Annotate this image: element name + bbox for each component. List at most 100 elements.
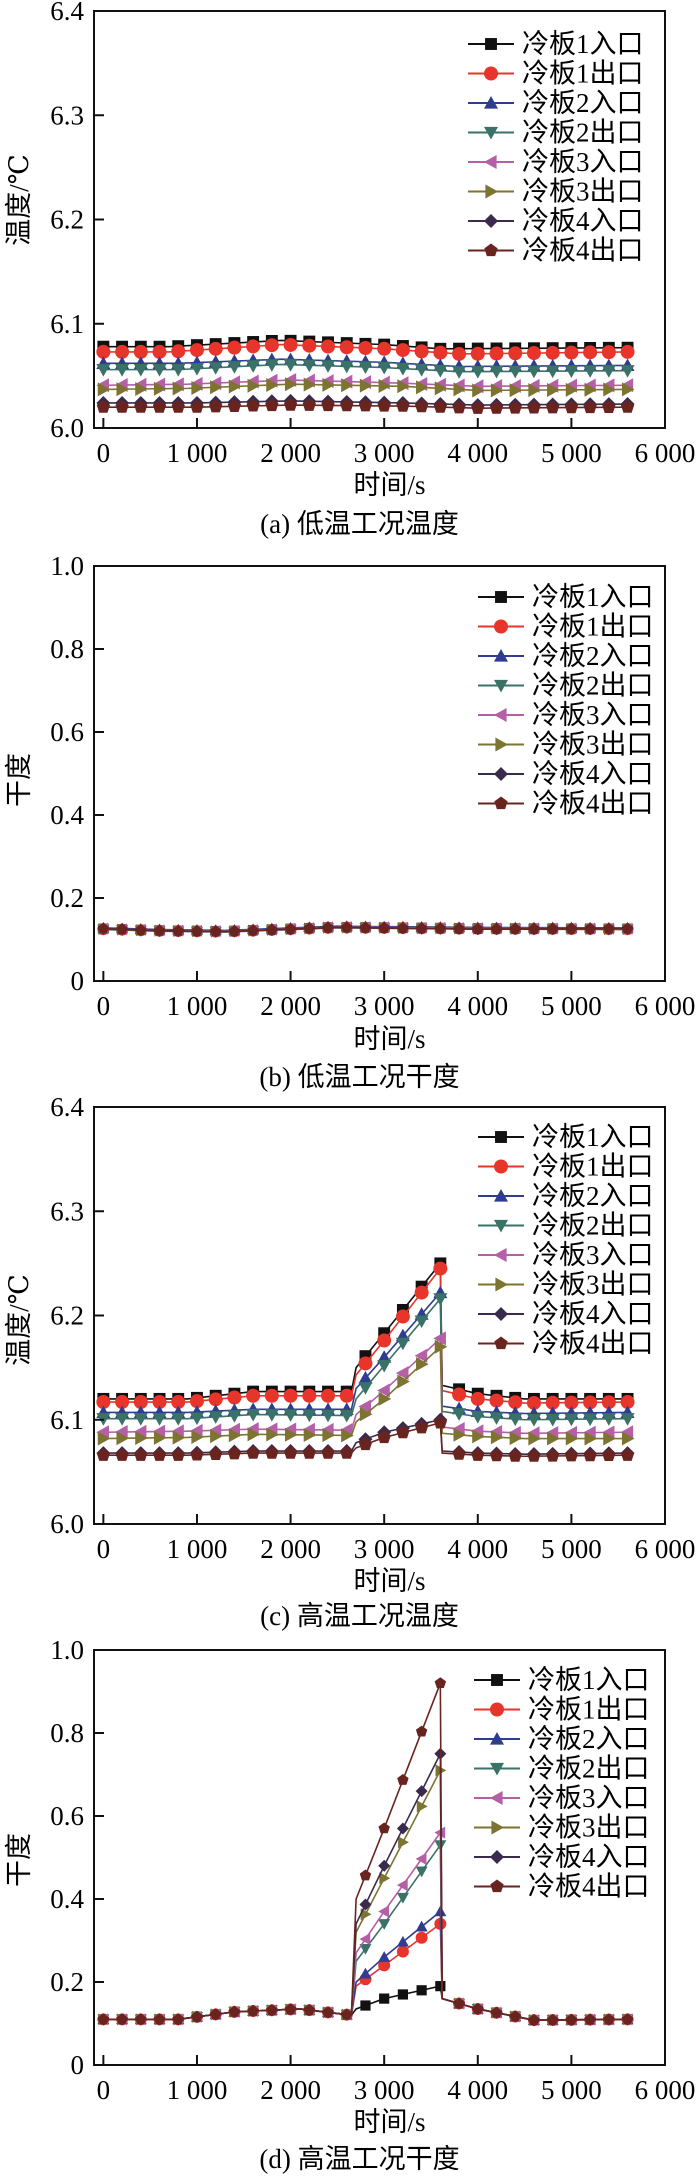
data-point (359, 1967, 372, 1979)
data-point (414, 1315, 429, 1329)
data-point (489, 365, 504, 379)
series-4 (96, 1293, 635, 1427)
data-point (284, 1427, 298, 1442)
data-point (189, 1423, 203, 1438)
data-point (565, 382, 579, 397)
data-point (378, 1919, 391, 1930)
data-point (378, 1959, 391, 1972)
data-point (339, 1409, 354, 1423)
legend-marker-icon (495, 591, 507, 603)
legend-item: 冷板4出口 (478, 789, 654, 819)
data-point (603, 2013, 615, 2025)
legend-label: 冷板2出口 (522, 118, 644, 148)
data-point (322, 2006, 334, 2018)
data-point (302, 1446, 316, 1459)
y-axis-title: 温度/℃ (4, 154, 34, 246)
data-point (508, 1395, 523, 1410)
legend-item: 冷板1出口 (474, 1695, 650, 1725)
legend-marker-icon (494, 1219, 508, 1233)
data-point (546, 2014, 559, 2025)
chart-panel-c: 0 1 000 2 000 3 000 4 000 5 000 6 000 6.0 6.1 6.2… (4, 1092, 695, 1631)
data-point (546, 400, 560, 414)
data-point (115, 400, 129, 413)
data-point (135, 924, 147, 935)
x-axis-title: 时间/s (353, 1024, 425, 1054)
data-point (265, 1446, 279, 1459)
data-point (435, 1981, 446, 1992)
data-point (284, 2003, 297, 2015)
data-point (135, 2013, 147, 2025)
data-point (360, 2000, 371, 2011)
data-point (303, 377, 317, 392)
data-point (116, 923, 128, 935)
data-point (228, 2005, 241, 2017)
data-point (266, 1427, 279, 1442)
data-point (152, 344, 167, 359)
data-point (377, 398, 391, 412)
legend-label: 冷板1入口 (532, 1122, 654, 1152)
data-point (490, 383, 504, 398)
series-line (103, 926, 628, 933)
data-point (509, 383, 523, 398)
legend-item: 冷板4入口 (478, 759, 654, 789)
legend-marker-icon (494, 796, 508, 810)
data-point (133, 1424, 147, 1439)
data-point (584, 2013, 596, 2025)
y-tick-label: 6.2 (50, 1301, 84, 1331)
x-tick-label: 6 000 (635, 438, 696, 468)
data-point (526, 1414, 541, 1427)
x-tick-label: 2 000 (260, 438, 321, 468)
legend-label: 冷板2出口 (532, 671, 654, 701)
y-tick-label: 6.0 (50, 413, 84, 443)
y-tick-label: 6.0 (50, 1509, 84, 1539)
data-point (302, 1388, 317, 1403)
data-point (508, 400, 522, 414)
x-axis-title: 时间/s (353, 2107, 425, 2137)
legend-marker-icon (490, 1850, 504, 1864)
legend-marker-icon (495, 737, 508, 752)
y-tick-label: 6.1 (50, 1405, 84, 1435)
legend-item: 冷板1入口 (478, 1122, 654, 1152)
x-tick-label: 1 000 (167, 438, 228, 468)
legend-label: 冷板1入口 (532, 582, 654, 612)
data-point (452, 1408, 467, 1421)
y-tick-label: 0.2 (50, 1967, 84, 1997)
legend-label: 冷板2入口 (532, 641, 654, 671)
legend-item: 冷板1出口 (468, 59, 644, 89)
legend-marker-icon (485, 38, 497, 50)
data-point (583, 1448, 597, 1462)
data-point (115, 364, 130, 377)
legend-item: 冷板2入口 (468, 88, 644, 118)
data-point (414, 344, 429, 359)
x-tick-label: 2 000 (260, 991, 321, 1021)
data-point (508, 346, 523, 361)
data-point (433, 1331, 446, 1346)
data-point (172, 925, 184, 936)
data-point (620, 344, 635, 359)
data-point (153, 2013, 166, 2025)
data-point (434, 922, 447, 934)
data-point (246, 398, 260, 412)
plot-area (97, 1677, 634, 2027)
data-point (397, 1374, 410, 1389)
legend-item: 冷板2出口 (474, 1754, 650, 1784)
data-point (528, 383, 541, 398)
data-point (564, 400, 579, 414)
x-axis-title: 时间/s (353, 1566, 425, 1596)
data-point (135, 1431, 148, 1446)
data-point (210, 380, 223, 395)
data-point (601, 1425, 615, 1440)
legend-label: 冷板3出口 (522, 177, 644, 207)
data-point (565, 2013, 578, 2025)
data-point (397, 1774, 409, 1785)
data-point (395, 343, 410, 358)
data-point (152, 364, 167, 377)
legend-label: 冷板1入口 (522, 29, 644, 59)
data-point (453, 922, 465, 934)
series-4 (96, 359, 635, 379)
data-point (414, 1348, 428, 1363)
legend-label: 冷板2入口 (532, 1181, 654, 1211)
data-point (97, 922, 110, 934)
data-point (378, 1822, 390, 1834)
data-point (208, 362, 223, 375)
